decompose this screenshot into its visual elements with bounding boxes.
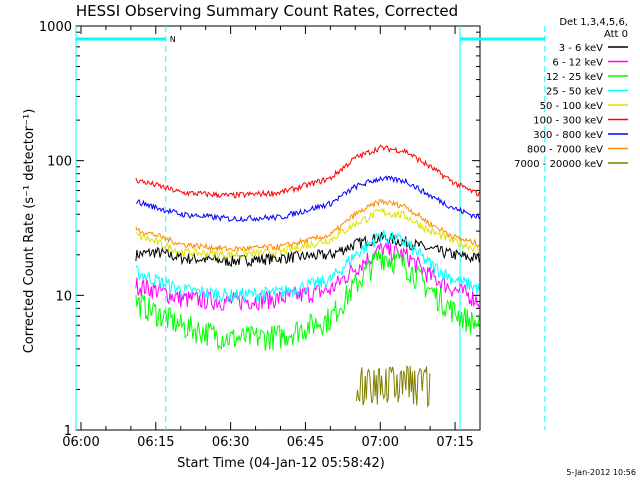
series-line-0 bbox=[135, 231, 480, 268]
series-line-7 bbox=[135, 198, 480, 253]
legend-label: 100 - 300 keV bbox=[533, 116, 603, 127]
legend: Det 1,3,4,5,6,Att 03 - 6 keV 6 - 12 keV 12… bbox=[514, 17, 628, 170]
y-axis-label: Corrected Count Rate (s⁻¹ detector⁻¹) bbox=[22, 109, 37, 354]
legend-label: 7000 - 20000 keV bbox=[514, 159, 603, 170]
legend-label: 800 - 7000 keV bbox=[527, 145, 603, 156]
series-line-8 bbox=[355, 364, 431, 408]
x-tick-label: 07:00 bbox=[362, 435, 399, 450]
x-tick-label: 06:15 bbox=[137, 435, 174, 450]
timestamp-label: 5-Jan-2012 10:56 bbox=[566, 468, 636, 477]
x-tick-label: 07:15 bbox=[436, 435, 473, 450]
series-line-6 bbox=[135, 175, 480, 222]
legend-label: 3 - 6 keV bbox=[559, 43, 603, 54]
series-line-5 bbox=[135, 144, 480, 199]
chart-title: HESSI Observing Summary Count Rates, Cor… bbox=[76, 2, 458, 20]
legend-label: 300 - 800 keV bbox=[533, 130, 603, 141]
series-line-4 bbox=[135, 207, 480, 261]
night-label: N bbox=[170, 35, 176, 44]
plot-area: 1 10 100 1000 06:00 06:15 06:30 06:45 07:00 07:15… bbox=[39, 20, 546, 450]
y-tick-label: 1000 bbox=[39, 20, 72, 35]
x-tick-label: 06:45 bbox=[287, 435, 324, 450]
legend-header: Det 1,3,4,5,6, bbox=[559, 17, 628, 28]
x-axis-label: Start Time (04-Jan-12 05:58:42) bbox=[177, 456, 385, 471]
legend-label: 6 - 12 keV bbox=[552, 58, 603, 69]
y-tick-label: 100 bbox=[47, 155, 72, 170]
series-line-3 bbox=[135, 229, 480, 303]
legend-label: 12 - 25 keV bbox=[546, 72, 603, 83]
legend-label: 50 - 100 keV bbox=[540, 101, 604, 112]
y-tick-label: 10 bbox=[55, 289, 72, 304]
legend-header: Att 0 bbox=[604, 29, 628, 40]
x-tick-label: 06:00 bbox=[62, 435, 99, 450]
series-line-2 bbox=[135, 250, 480, 351]
legend-label: 25 - 50 keV bbox=[546, 87, 603, 98]
x-tick-label: 06:30 bbox=[212, 435, 249, 450]
y-tick-label: 1 bbox=[64, 424, 72, 439]
